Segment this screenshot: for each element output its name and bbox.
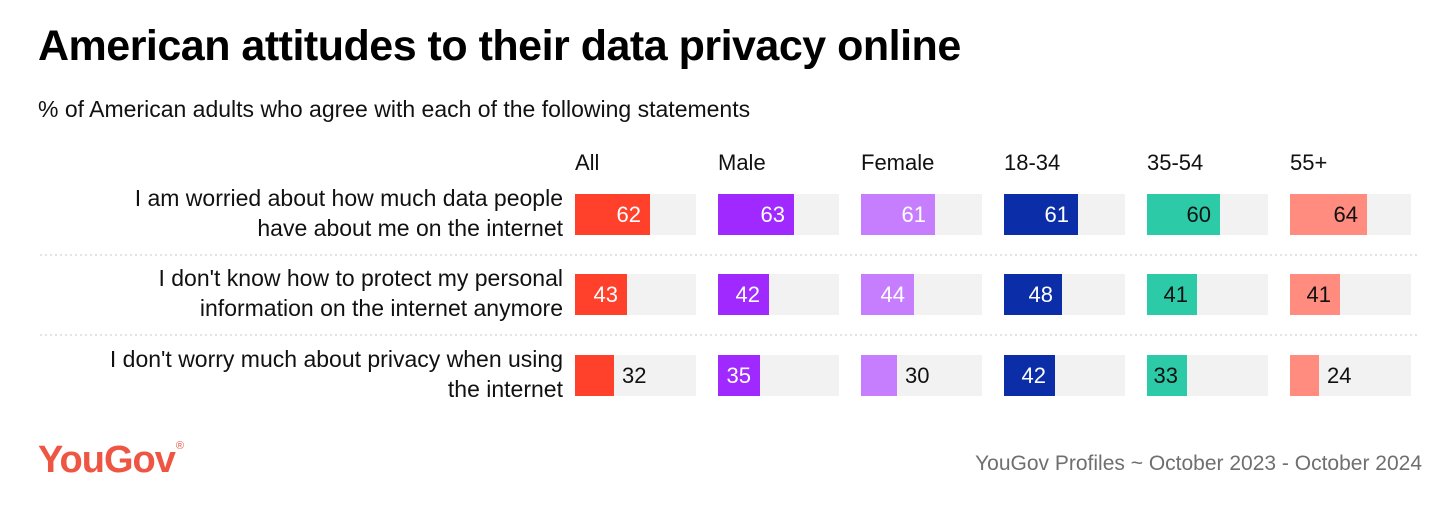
column-header: Female: [861, 150, 934, 175]
yougov-logo: YouGov®: [38, 439, 184, 481]
data-label: 60: [1187, 202, 1211, 227]
row-label-line: I don't know how to protect my personal: [158, 265, 563, 291]
bar: [718, 355, 760, 396]
bar: [575, 194, 650, 235]
data-label: 62: [617, 202, 641, 227]
data-label: 33: [1154, 363, 1178, 388]
column-header: 55+: [1290, 150, 1327, 175]
data-label: 30: [905, 363, 929, 388]
bar: [1004, 355, 1055, 396]
data-label: 63: [761, 202, 785, 227]
bar: [1147, 274, 1197, 315]
bar: [861, 194, 935, 235]
data-label: 41: [1307, 282, 1331, 307]
chart-subtitle: % of American adults who agree with each…: [38, 96, 751, 122]
column-header: All: [575, 150, 599, 175]
bar: [575, 355, 614, 396]
data-label: 41: [1164, 282, 1188, 307]
column-header: 18-34: [1004, 150, 1060, 175]
row-label-line: I don't worry much about privacy when us…: [110, 346, 563, 372]
data-label: 61: [1045, 202, 1069, 227]
column-header: Male: [718, 150, 766, 175]
bar: [718, 194, 794, 235]
row-label-line: I am worried about how much data people: [135, 185, 563, 211]
bar: [1004, 274, 1062, 315]
data-label: 32: [622, 363, 646, 388]
source-note: YouGov Profiles ~ October 2023 - October…: [975, 452, 1422, 475]
data-label: 42: [1022, 363, 1046, 388]
data-label: 24: [1327, 363, 1351, 388]
data-label: 61: [902, 202, 926, 227]
data-label: 44: [881, 282, 905, 307]
bar: [718, 274, 769, 315]
data-label: 42: [736, 282, 760, 307]
bar: [861, 274, 914, 315]
bar: [1290, 355, 1319, 396]
data-label: 43: [594, 282, 618, 307]
bar: [1290, 194, 1367, 235]
logo-text: YouGov: [38, 439, 176, 481]
column-header: 35-54: [1147, 150, 1203, 175]
row-label: I don't worry much about privacy when us…: [110, 346, 564, 402]
bar: [1147, 355, 1187, 396]
logo-registered-mark: ®: [175, 440, 184, 452]
bar: [1147, 194, 1220, 235]
data-label: 48: [1029, 282, 1053, 307]
bar: [1004, 194, 1078, 235]
row-label: I am worried about how much data people h…: [135, 185, 564, 241]
row-label-line: information on the internet anymore: [200, 295, 563, 321]
row-label-line: have about me on the internet: [257, 215, 563, 241]
row-label-line: the internet: [448, 376, 564, 402]
bar: [861, 355, 897, 396]
row-label: I don't know how to protect my personal i…: [158, 265, 563, 321]
data-label: 64: [1334, 202, 1358, 227]
bar: [1290, 274, 1340, 315]
chart-title: American attitudes to their data privacy…: [38, 22, 961, 70]
data-label: 35: [727, 363, 751, 388]
bar: [575, 274, 627, 315]
